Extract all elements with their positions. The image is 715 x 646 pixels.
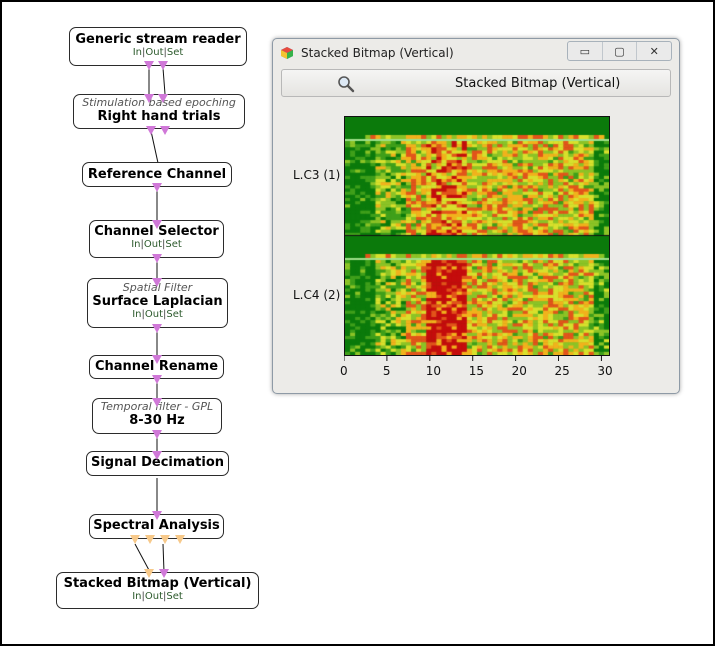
output-connector[interactable] <box>146 126 156 135</box>
output-connector[interactable] <box>152 254 162 263</box>
output-connector[interactable] <box>152 375 162 384</box>
node-io-labels: In|Out|Set <box>131 239 182 250</box>
node-title: Surface Laplacian <box>92 294 223 309</box>
channel-label: L.C3 (1) <box>293 168 341 182</box>
output-connector[interactable] <box>158 61 168 70</box>
node-title: Generic stream reader <box>75 32 241 47</box>
search-icon <box>338 76 355 93</box>
x-tick-label: 25 <box>554 364 570 378</box>
app-icon <box>281 47 293 59</box>
input-connector[interactable] <box>152 451 162 460</box>
node-title: Reference Channel <box>87 167 227 182</box>
output-connector[interactable] <box>145 535 155 544</box>
channel-label: L.C4 (2) <box>293 288 341 302</box>
input-connector[interactable] <box>152 355 162 364</box>
node-io-labels: In|Out|Set <box>132 309 183 320</box>
window-title: Stacked Bitmap (Vertical) <box>301 46 454 60</box>
node-stacked-bitmap[interactable]: Stacked Bitmap (Vertical) In|Out|Set <box>56 572 259 609</box>
x-tick-label: 20 <box>511 364 527 378</box>
minimize-icon: ▭ <box>579 44 591 58</box>
node-title: Channel Selector <box>94 224 219 239</box>
output-connector[interactable] <box>175 535 185 544</box>
x-tick-label: 5 <box>382 364 391 378</box>
input-connector[interactable] <box>144 94 154 103</box>
output-connector[interactable] <box>152 430 162 439</box>
input-connector[interactable] <box>158 94 168 103</box>
output-connector[interactable] <box>144 61 154 70</box>
restore-button[interactable]: ▢ <box>603 42 638 60</box>
input-connector[interactable] <box>144 569 154 578</box>
node-title: 8-30 Hz <box>129 413 185 428</box>
heatmap-canvas <box>345 117 609 355</box>
window-titlebar[interactable]: Stacked Bitmap (Vertical) ▭ ▢ ✕ <box>273 39 679 67</box>
toolbar-toggle-button[interactable]: Stacked Bitmap (Vertical) <box>281 69 671 97</box>
input-connector[interactable] <box>152 398 162 407</box>
node-io-labels: In|Out|Set <box>132 591 183 602</box>
x-tick-label: 0 <box>340 364 348 378</box>
x-tick-label: 15 <box>468 364 484 378</box>
toolbar-label: Stacked Bitmap (Vertical) <box>455 76 621 91</box>
node-title: Channel Rename <box>94 359 219 374</box>
output-connector[interactable] <box>130 535 140 544</box>
node-title: Signal Decimation <box>90 455 225 470</box>
stacked-bitmap-plot <box>344 116 610 356</box>
output-connector[interactable] <box>160 535 170 544</box>
x-tick-label: 10 <box>425 364 442 378</box>
input-connector[interactable] <box>152 220 162 229</box>
input-connector[interactable] <box>152 511 162 520</box>
input-connector[interactable] <box>159 569 169 578</box>
x-tick-label: 30 <box>597 364 613 378</box>
node-io-labels: In|Out|Set <box>132 47 184 58</box>
output-connector[interactable] <box>160 126 170 135</box>
input-connector[interactable] <box>152 278 162 287</box>
output-connector[interactable] <box>152 324 162 333</box>
node-subtitle: Spatial Filter <box>122 281 193 294</box>
node-generic-stream-reader[interactable]: Generic stream reader In|Out|Set <box>69 27 247 66</box>
x-axis <box>344 355 610 361</box>
stacked-bitmap-window[interactable]: Stacked Bitmap (Vertical) ▭ ▢ ✕ Stacked … <box>272 38 680 394</box>
node-title: Spectral Analysis <box>93 518 220 533</box>
window-controls: ▭ ▢ ✕ <box>567 41 672 61</box>
node-title: Stacked Bitmap (Vertical) <box>63 576 252 591</box>
minimize-button[interactable]: ▭ <box>568 42 603 60</box>
restore-icon: ▢ <box>614 44 625 58</box>
close-icon: ✕ <box>649 44 659 58</box>
node-title: Right hand trials <box>97 109 221 124</box>
close-button[interactable]: ✕ <box>637 42 671 60</box>
output-connector[interactable] <box>152 183 162 192</box>
